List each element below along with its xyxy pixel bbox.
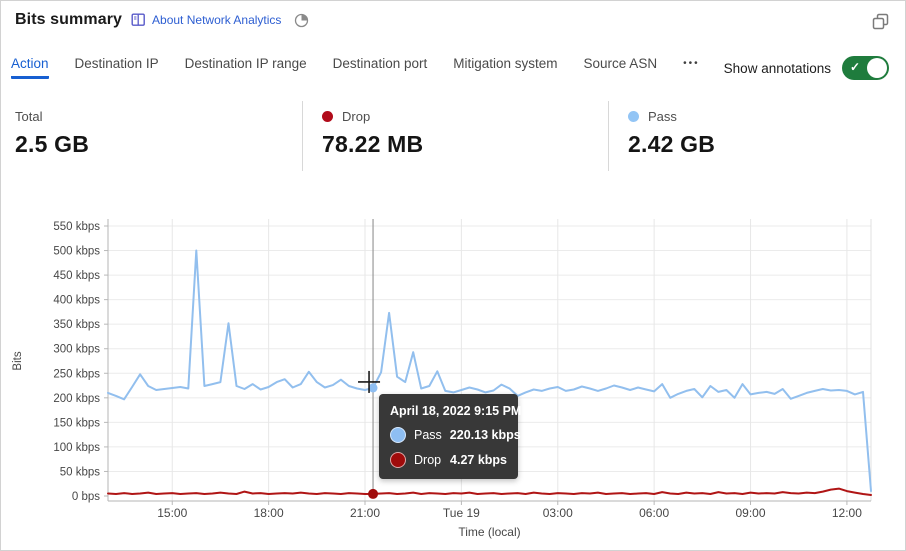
svg-text:06:00: 06:00 [639,506,669,520]
tooltip-pass-label: Pass [414,428,442,442]
stat-total-value: 2.5 GB [15,131,90,157]
tooltip-drop-value: 4.27 kbps [450,453,507,467]
stat-pass-value: 2.42 GB [628,131,716,157]
card-header: Bits summary About Network Analytics [15,11,309,29]
pass-series-icon [390,427,406,443]
svg-text:Bits: Bits [12,351,24,370]
svg-text:0 bps: 0 bps [72,491,100,503]
about-network-analytics-link[interactable]: About Network Analytics [131,13,281,27]
check-icon: ✓ [850,60,861,74]
tab-destination-ip-range[interactable]: Destination IP range [184,56,307,71]
tab-destination-port[interactable]: Destination port [332,56,428,71]
svg-text:15:00: 15:00 [157,506,187,520]
svg-text:03:00: 03:00 [543,506,573,520]
svg-text:21:00: 21:00 [350,506,380,520]
toggle-knob [867,58,887,78]
drop-series-icon [390,452,406,468]
svg-text:Tue 19: Tue 19 [443,506,480,520]
documentation-icon [131,13,146,27]
tab-source-asn[interactable]: Source ASN [583,56,658,71]
svg-text:350 kbps: 350 kbps [53,319,100,331]
dimension-tabs: Action Destination IP Destination IP ran… [11,56,700,79]
annotations-toggle[interactable]: ✓ [842,56,889,80]
svg-text:300 kbps: 300 kbps [53,344,100,356]
svg-text:12:00: 12:00 [832,506,862,520]
svg-text:100 kbps: 100 kbps [53,442,100,454]
page-title: Bits summary [15,11,123,28]
svg-text:Time (local): Time (local) [458,525,520,539]
pass-dot-icon [628,111,639,122]
svg-text:18:00: 18:00 [254,506,284,520]
svg-text:09:00: 09:00 [736,506,766,520]
show-annotations-control: Show annotations ✓ [724,56,889,80]
copy-card-icon[interactable] [871,12,890,36]
summary-stats: Total 2.5 GB Drop 78.22 MB Pass 2.42 GB [1,101,905,171]
about-link-label: About Network Analytics [152,13,282,27]
tooltip-drop-row: Drop 4.27 kbps [390,452,507,468]
svg-text:450 kbps: 450 kbps [53,270,100,282]
svg-text:150 kbps: 150 kbps [53,417,100,429]
tooltip-pass-row: Pass 220.13 kbps [390,427,521,443]
stat-pass-label: Pass [648,109,677,124]
svg-text:200 kbps: 200 kbps [53,393,100,405]
stat-total: Total 2.5 GB [1,101,302,171]
time-period-icon[interactable] [294,13,309,28]
svg-text:250 kbps: 250 kbps [53,368,100,380]
svg-text:400 kbps: 400 kbps [53,295,100,307]
more-tabs-button[interactable]: ••• [683,58,700,69]
svg-text:50 kbps: 50 kbps [60,466,101,478]
chart-tooltip: April 18, 2022 9:15 PM Pass 220.13 kbps … [379,394,522,479]
stat-total-label: Total [15,109,43,124]
svg-text:550 kbps: 550 kbps [53,221,100,233]
show-annotations-label: Show annotations [723,60,831,76]
tab-mitigation-system[interactable]: Mitigation system [453,56,558,71]
stat-drop: Drop 78.22 MB [302,101,608,171]
stat-pass: Pass 2.42 GB [608,101,905,171]
tab-action[interactable]: Action [11,56,49,79]
stat-drop-value: 78.22 MB [322,131,424,157]
tooltip-timestamp: April 18, 2022 9:15 PM [390,404,522,418]
stat-drop-label: Drop [342,109,371,124]
tooltip-drop-label: Drop [414,453,442,467]
tab-destination-ip[interactable]: Destination IP [74,56,159,71]
svg-text:500 kbps: 500 kbps [53,246,100,258]
tooltip-pass-value: 220.13 kbps [449,428,521,442]
drop-dot-icon [322,111,333,122]
